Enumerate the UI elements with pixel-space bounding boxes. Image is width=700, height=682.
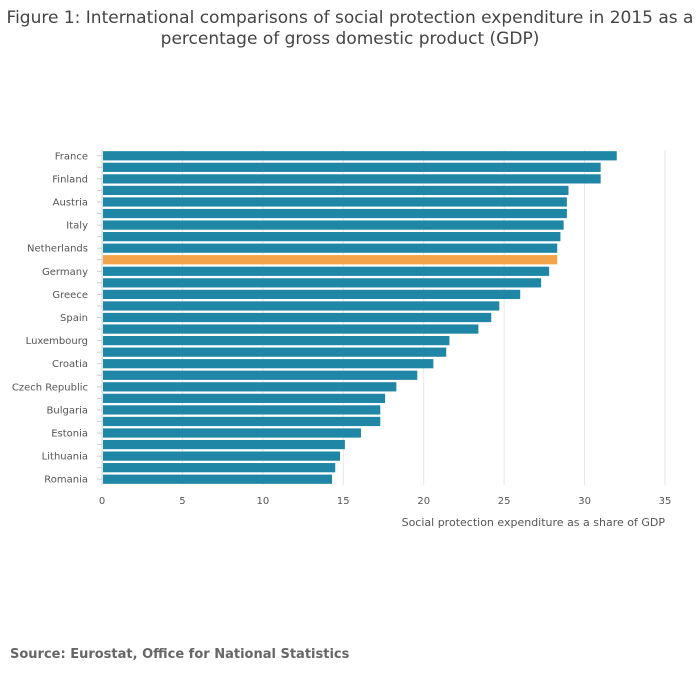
bar: [103, 243, 558, 253]
bar: [103, 428, 361, 438]
bar: [103, 162, 601, 172]
bar: [103, 451, 341, 461]
y-tick-label: Italy: [66, 221, 88, 232]
source-note: Source: Eurostat, Office for National St…: [10, 647, 350, 662]
bar: [103, 463, 336, 473]
y-tick-label: Germany: [42, 267, 88, 278]
y-tick-label: Finland: [52, 174, 88, 185]
x-tick-label: 5: [179, 496, 185, 507]
bar: [103, 232, 561, 242]
x-tick-label: 30: [578, 496, 591, 507]
y-axis: France Finland Austria Italy Netherlands Germ…: [12, 150, 103, 486]
x-tick-label: 20: [417, 496, 430, 507]
bar: [103, 220, 564, 230]
y-tick-label: Lithuania: [42, 452, 88, 463]
y-tick-label: Croatia: [52, 359, 88, 370]
chart-title: Figure 1: International comparisons of s…: [6, 8, 694, 49]
bar: [103, 301, 500, 311]
bar: [103, 255, 558, 265]
bar: [103, 151, 617, 161]
bar: [103, 359, 434, 369]
x-tick-label: 0: [99, 496, 105, 507]
bar: [103, 197, 567, 207]
y-tick-label: Austria: [53, 197, 88, 208]
bar: [103, 312, 492, 323]
y-tick-label: Spain: [60, 313, 88, 324]
bar: [103, 278, 542, 288]
bar: [103, 474, 333, 484]
x-axis: 0 5 10 15 20 25 30 35: [99, 496, 672, 507]
y-tick-label: Luxembourg: [26, 336, 88, 347]
y-tick-label: Estonia: [51, 429, 88, 440]
bar: [103, 382, 397, 392]
bar: [103, 370, 418, 380]
bar: [103, 324, 479, 334]
bar: [103, 266, 550, 276]
y-tick-label: Bulgaria: [47, 405, 88, 416]
x-tick-label: 15: [337, 496, 350, 507]
bar: [103, 174, 601, 184]
y-tick-label: Greece: [52, 290, 88, 301]
x-tick-label: 25: [498, 496, 511, 507]
bar: [103, 185, 569, 196]
bar: [103, 405, 381, 415]
x-tick-label: 35: [659, 496, 672, 507]
bar: [103, 439, 345, 450]
bars: [103, 151, 617, 484]
x-axis-title: Social protection expenditure as a share…: [402, 516, 666, 529]
x-tick-label: 10: [256, 496, 269, 507]
bar: [103, 416, 381, 427]
y-tick-label: France: [55, 151, 88, 162]
y-tick-label: Romania: [44, 475, 88, 486]
bar: [103, 393, 386, 403]
bar: [103, 347, 447, 357]
bar: [103, 208, 567, 219]
y-tick-label: Czech Republic: [12, 382, 88, 393]
bar: [103, 289, 521, 300]
y-tick-label: Netherlands: [27, 244, 88, 255]
bar: [103, 335, 450, 346]
